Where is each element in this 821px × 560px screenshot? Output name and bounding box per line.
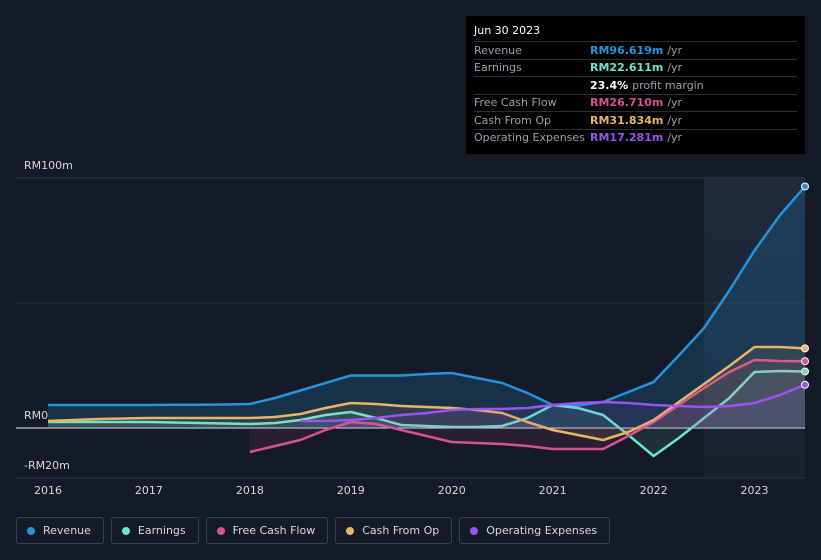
tooltip-value: RM22.611m <box>590 61 664 75</box>
tooltip-unit: /yr <box>667 96 683 110</box>
tooltip-unit: /yr <box>667 113 683 127</box>
series-line <box>300 383 806 423</box>
legend-label: Free Cash Flow <box>232 524 316 537</box>
tooltip-value: RM31.834m <box>590 113 664 127</box>
x-tick-label: 2020 <box>438 484 466 497</box>
series-area <box>300 384 805 428</box>
x-tick-label: 2019 <box>337 484 365 497</box>
series-line <box>249 358 806 454</box>
legend-label: Operating Expenses <box>486 524 598 537</box>
tooltip-label: Earnings <box>474 61 522 75</box>
legend: Revenue Earnings Free Cash Flow Cash From O… <box>16 517 611 544</box>
tooltip-row: Cash From Op RM31.834m/yr <box>474 112 797 130</box>
tooltip-row: Revenue RM96.619m/yr <box>474 42 797 60</box>
legend-item[interactable]: Operating Expenses <box>459 517 611 544</box>
legend-swatch <box>346 526 355 535</box>
tooltip-value: RM96.619m <box>590 43 664 57</box>
tooltip-unit: /yr <box>667 43 683 57</box>
x-tick-label: 2016 <box>34 484 62 497</box>
series-line <box>47 185 806 407</box>
legend-label: Revenue <box>43 524 91 537</box>
y-tick-label: RM0 <box>24 409 48 422</box>
legend-swatch <box>470 526 479 535</box>
series-line <box>47 345 806 442</box>
tooltip-row: 23.4% profit margin <box>474 77 797 95</box>
tooltip-unit: /yr <box>667 131 683 145</box>
y-tick-label: -RM20m <box>24 459 70 472</box>
tooltip-unit: profit margin <box>632 78 704 92</box>
legend-label: Cash From Op <box>362 524 440 537</box>
end-point <box>801 380 809 389</box>
tooltip-row: Free Cash Flow RM26.710m/yr <box>474 95 797 112</box>
legend-label: Earnings <box>137 524 186 537</box>
tooltip-value: RM17.281m <box>590 131 664 145</box>
tooltip-value: RM26.710m <box>590 96 664 110</box>
tooltip-label: Revenue <box>474 43 522 57</box>
series-line <box>47 369 806 458</box>
end-point <box>801 344 809 353</box>
legend-swatch <box>216 526 225 535</box>
chart: -RM20m RM0 RM100m 2016 2017 2018 2019 2020 2021 2… <box>16 159 809 497</box>
legend-item[interactable]: Earnings <box>110 517 199 544</box>
legend-item[interactable]: Cash From Op <box>335 517 453 544</box>
tooltip: Jun 30 2023 Revenue RM96.619m/yr Earnings R… <box>466 16 805 154</box>
legend-item[interactable]: Free Cash Flow <box>205 517 329 544</box>
tooltip-row: Operating Expenses RM17.281m/yr <box>474 130 797 147</box>
legend-swatch <box>121 526 130 535</box>
x-tick-label: 2018 <box>236 484 264 497</box>
tooltip-date: Jun 30 2023 <box>474 22 797 42</box>
legend-item[interactable]: Revenue <box>16 517 104 544</box>
end-point <box>801 367 809 376</box>
tooltip-label: Cash From Op <box>474 113 552 127</box>
tooltip-label: Operating Expenses <box>474 131 585 145</box>
end-point <box>801 357 809 366</box>
series-area <box>47 347 805 440</box>
tooltip-value: 23.4% <box>590 78 629 92</box>
x-tick-label: 2023 <box>741 484 769 497</box>
series-area <box>47 186 805 428</box>
legend-swatch <box>27 526 35 535</box>
y-tick-label: RM100m <box>24 159 73 172</box>
tooltip-label: Free Cash Flow <box>474 96 557 110</box>
tooltip-unit: /yr <box>667 61 683 75</box>
x-tick-label: 2017 <box>135 484 163 497</box>
tooltip-row: Earnings RM22.611m/yr <box>474 60 797 77</box>
x-tick-label: 2022 <box>640 484 668 497</box>
end-point <box>801 182 809 191</box>
x-tick-label: 2021 <box>539 484 567 497</box>
